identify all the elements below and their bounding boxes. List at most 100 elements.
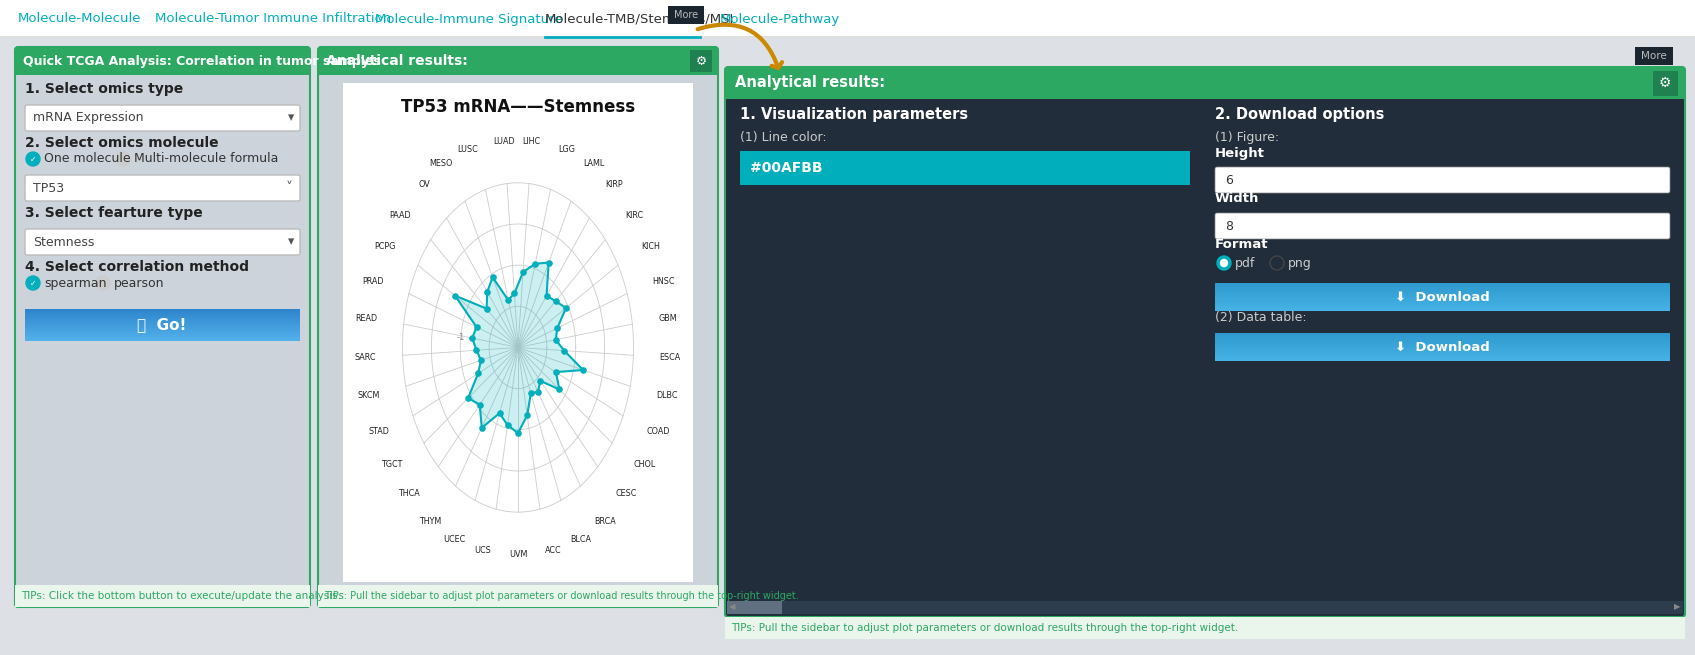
Text: SKCM: SKCM (358, 390, 380, 400)
Bar (25, 339, 300, 340)
Text: DLBC: DLBC (656, 390, 678, 400)
Text: TP53 mRNA——Stemness: TP53 mRNA——Stemness (402, 98, 636, 116)
Point (463, 345, 490, 356)
Bar (1215, 351, 1670, 352)
Bar (342, 83, 693, 582)
Point (553, 303, 580, 313)
Bar (1215, 292, 1670, 293)
Text: Width: Width (1215, 193, 1259, 206)
Text: spearman: spearman (44, 276, 107, 290)
Point (517, 388, 544, 399)
Point (542, 335, 570, 345)
Text: 2. Download options: 2. Download options (1215, 107, 1385, 122)
Bar (727, 601, 1683, 614)
Circle shape (25, 152, 41, 166)
Point (480, 272, 507, 282)
Bar (1215, 336, 1670, 337)
Point (532, 290, 559, 301)
Point (473, 287, 500, 297)
Bar (25, 340, 300, 341)
FancyBboxPatch shape (15, 47, 310, 607)
Circle shape (1270, 256, 1285, 270)
Text: SARC: SARC (354, 352, 376, 362)
Text: (1) Line color:: (1) Line color: (741, 130, 827, 143)
Text: (2) Data table:: (2) Data table: (1215, 310, 1307, 324)
Bar (319, 47, 719, 75)
Bar (1215, 341, 1670, 342)
Bar (25, 319, 300, 320)
Bar (1215, 340, 1670, 341)
Bar (25, 322, 300, 323)
Text: LIHC: LIHC (522, 138, 541, 146)
Bar (1215, 359, 1670, 360)
Text: png: png (1288, 257, 1312, 269)
Point (546, 384, 573, 395)
Text: UCEC: UCEC (442, 535, 466, 544)
Bar (1215, 283, 1670, 284)
FancyBboxPatch shape (25, 105, 300, 131)
Point (522, 259, 549, 269)
Bar (25, 316, 300, 317)
Bar (1215, 350, 1670, 351)
Point (510, 267, 537, 277)
Bar (1215, 358, 1670, 359)
Bar (25, 320, 300, 321)
Text: 🔍  Go!: 🔍 Go! (137, 318, 186, 333)
Point (468, 422, 495, 433)
Bar (725, 67, 1685, 99)
Text: PAAD: PAAD (390, 211, 410, 219)
Text: More: More (675, 10, 698, 20)
Bar (1215, 338, 1670, 339)
Point (468, 355, 495, 365)
Bar (25, 336, 300, 337)
Text: ▾: ▾ (288, 111, 295, 124)
Point (542, 296, 570, 307)
Text: STAD: STAD (368, 427, 390, 436)
Point (505, 428, 532, 438)
Text: 3. Select fearture type: 3. Select fearture type (25, 206, 203, 220)
Bar (25, 314, 300, 315)
Bar (1215, 356, 1670, 357)
Text: KIRP: KIRP (605, 179, 624, 189)
Bar (727, 601, 781, 614)
Text: LAML: LAML (583, 159, 603, 168)
Bar (1215, 357, 1670, 358)
Bar (15, 585, 310, 607)
Bar (25, 337, 300, 338)
Bar (1215, 294, 1670, 295)
Text: LGG: LGG (558, 145, 575, 153)
Text: Multi-molecule formula: Multi-molecule formula (134, 153, 278, 166)
Bar (25, 323, 300, 324)
Bar (1215, 297, 1670, 298)
Bar (25, 309, 300, 310)
Text: Analytical results:: Analytical results: (736, 75, 885, 90)
Bar (1215, 346, 1670, 347)
Bar (1215, 342, 1670, 343)
Text: 1. Select omics type: 1. Select omics type (25, 82, 183, 96)
Bar (25, 328, 300, 329)
Bar (25, 324, 300, 325)
Bar (1636, 47, 1673, 65)
Text: CHOL: CHOL (634, 460, 656, 469)
Bar (1215, 347, 1670, 348)
Text: ✓: ✓ (31, 155, 36, 164)
Text: ◀: ◀ (729, 603, 736, 612)
Bar (1215, 289, 1670, 290)
Text: (1) Figure:: (1) Figure: (1215, 130, 1280, 143)
Bar (741, 151, 1190, 185)
Point (466, 400, 493, 410)
Bar (1215, 307, 1670, 308)
Bar (1215, 334, 1670, 335)
Point (464, 368, 492, 379)
Bar (25, 327, 300, 328)
Text: Molecule-Pathway: Molecule-Pathway (720, 12, 841, 26)
Text: ACC: ACC (544, 546, 561, 555)
Point (524, 386, 551, 397)
Circle shape (115, 152, 131, 166)
Bar (25, 318, 300, 319)
Circle shape (1220, 259, 1227, 267)
Text: 6: 6 (1225, 174, 1232, 187)
Bar (1215, 291, 1670, 292)
Bar (25, 332, 300, 333)
Text: #00AFBB: #00AFBB (749, 161, 822, 175)
